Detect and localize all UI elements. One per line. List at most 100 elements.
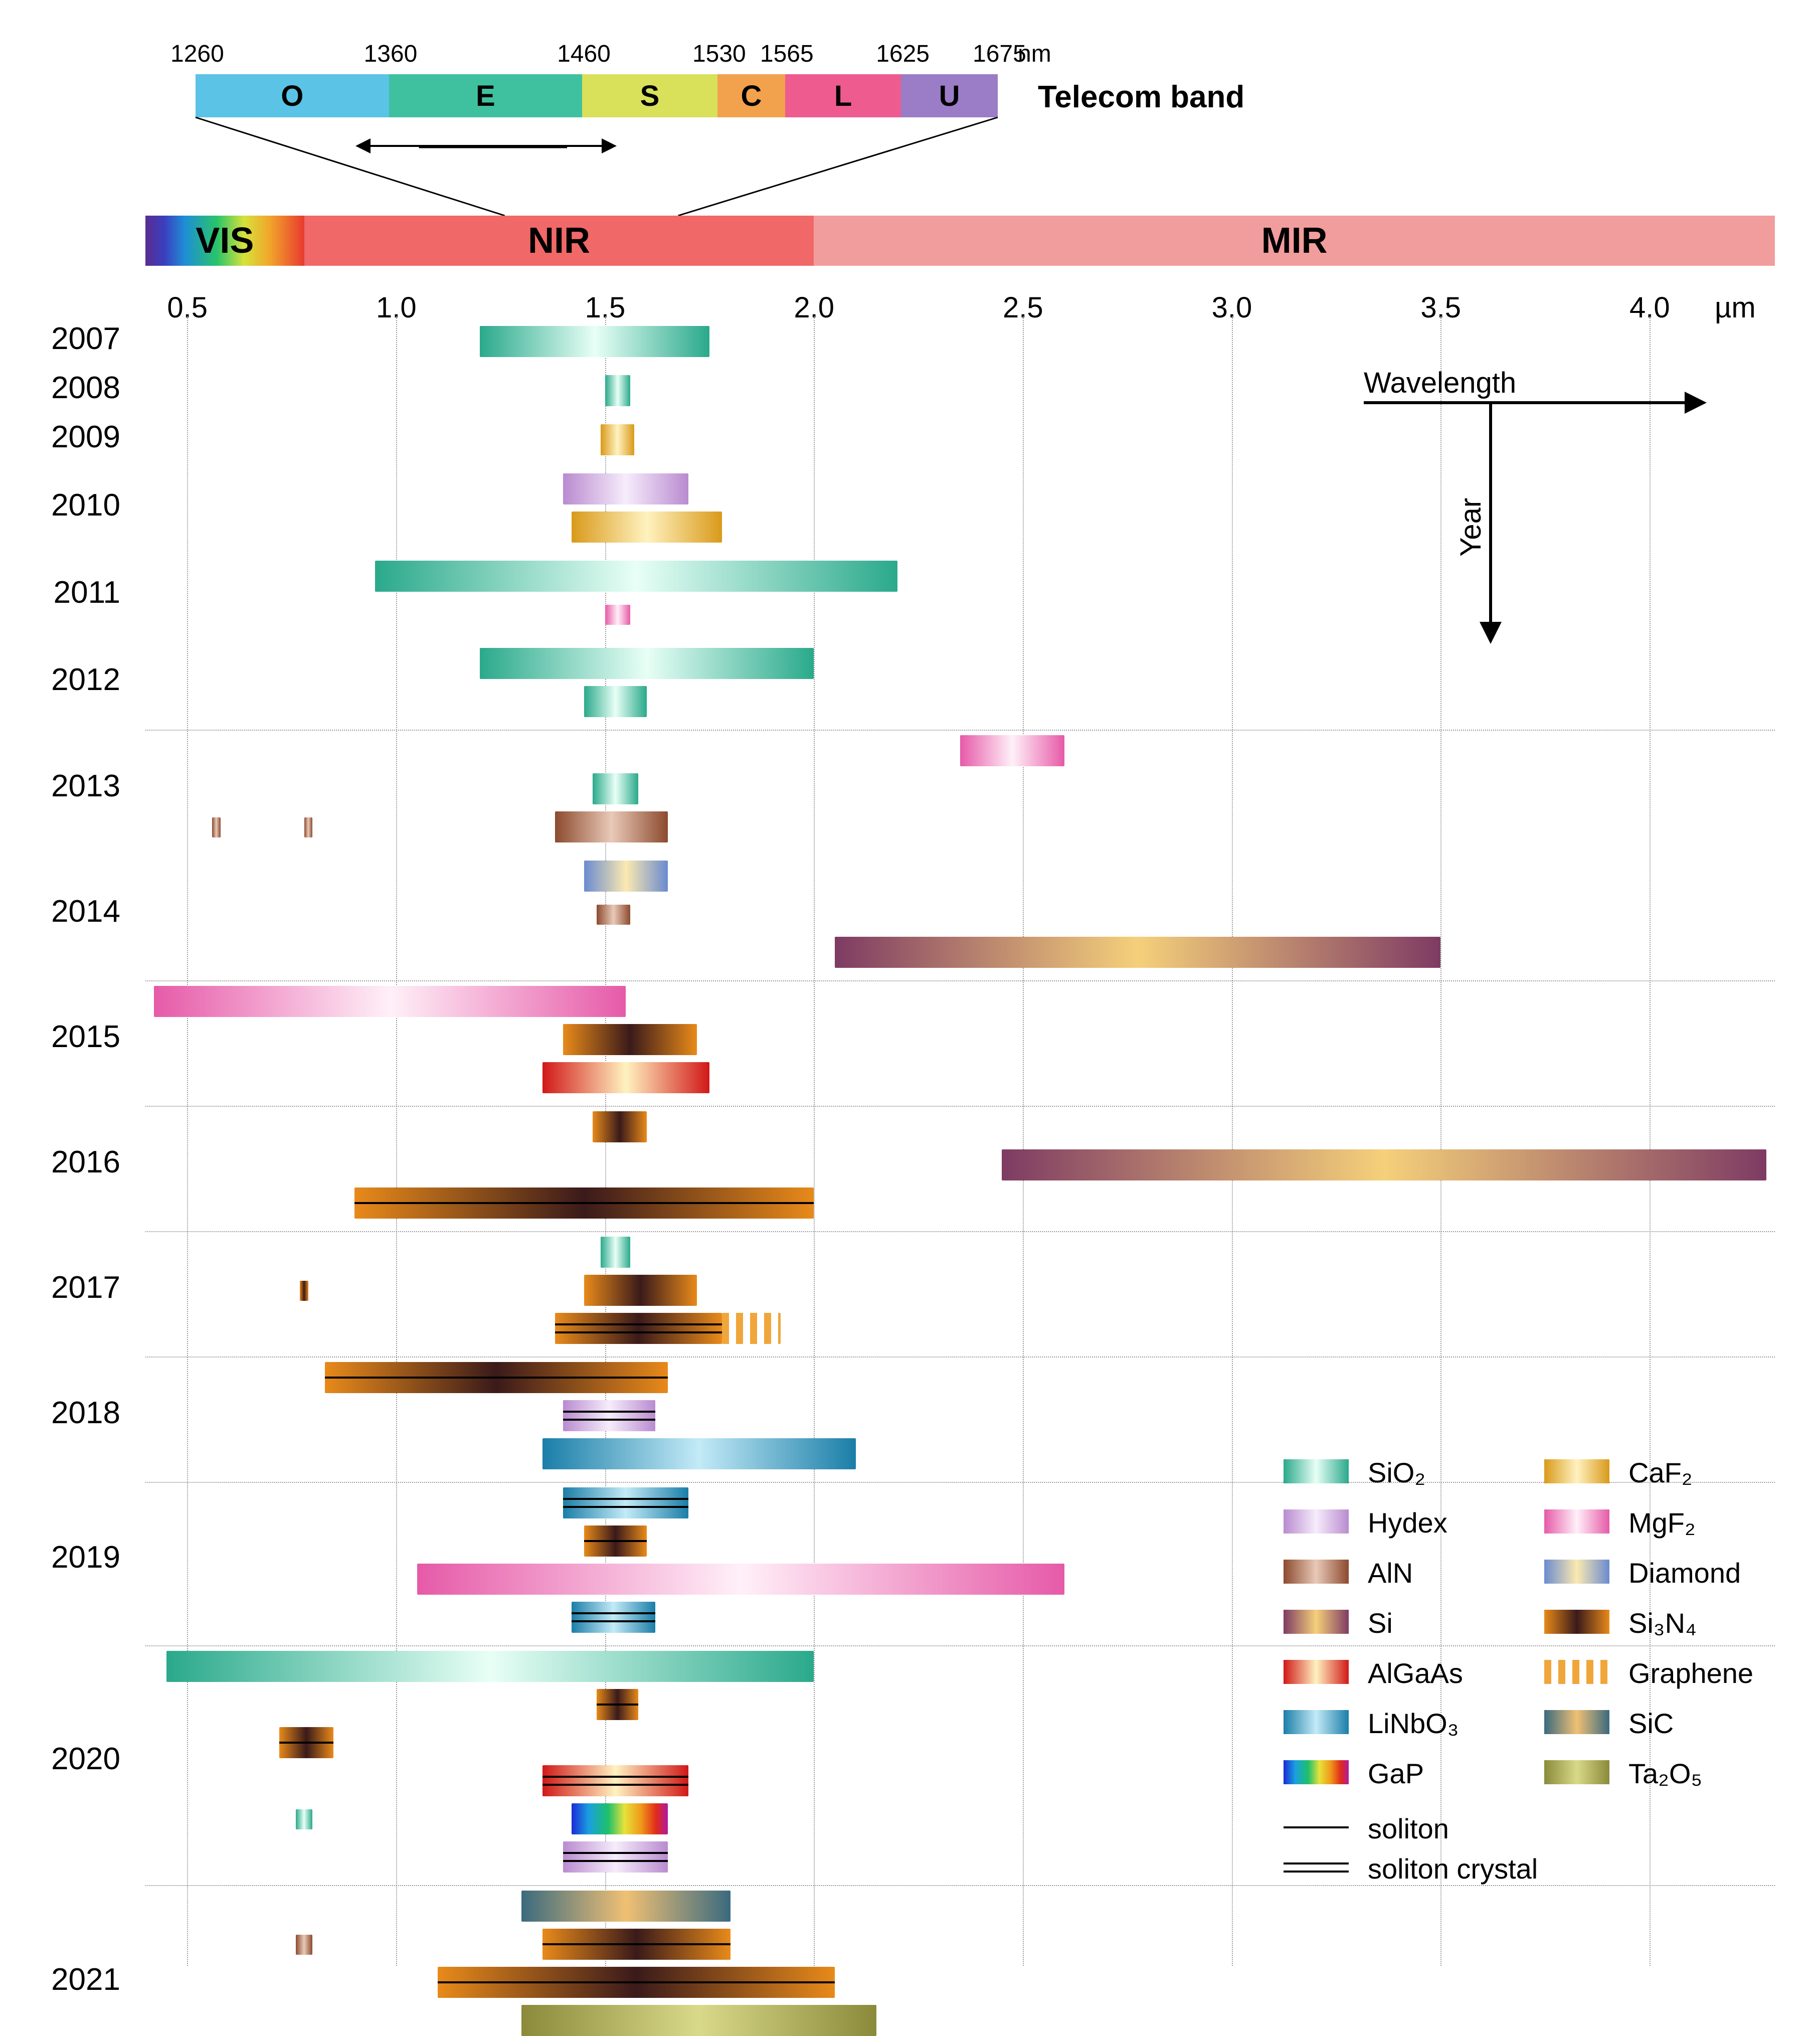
telecom-tick: 1460 [557,40,611,68]
data-bar [154,986,626,1017]
legend-swatch [1284,1760,1349,1784]
data-bar [572,1602,655,1633]
tele-span-arrow-r [602,138,617,153]
soliton-line [542,1776,689,1778]
year-label: 2021 [20,1962,120,1997]
data-bar [480,326,709,357]
soliton-line [542,1943,731,1945]
legend-crystal-label: soliton crystal [1368,1852,1538,1885]
legend-swatch [1544,1459,1609,1483]
legend-swatch [1284,1660,1349,1684]
legend-label: Ta₂O₅ [1628,1757,1702,1790]
data-bar [563,1400,655,1431]
legend-label: AlGaAs [1368,1657,1463,1689]
soliton-line [542,1784,689,1786]
data-bar [555,1313,722,1344]
soliton-line [563,1498,688,1500]
year-label: 2007 [20,321,120,357]
soliton-line [572,1612,655,1614]
spectrum-seg-MIR: MIR [814,216,1775,266]
legend-swatch [1544,1710,1609,1734]
legend-swatch [1284,1509,1349,1534]
telecom-tick: 1530 [692,40,746,68]
legend-label: SiC [1628,1707,1674,1740]
grid-v [1232,316,1233,1966]
year-label: 2019 [20,1540,120,1575]
legend-crystal-line2 [1284,1871,1349,1873]
telecom-tick: 1625 [876,40,930,68]
data-bar [296,1809,312,1829]
year-label: 2009 [20,419,120,455]
grid-h [145,730,1775,731]
legend-crystal-line1 [1284,1862,1349,1864]
tele-span-arrow-l [355,138,371,153]
legend-swatch [1284,1710,1349,1734]
grid-h [145,1482,1775,1483]
year-label: 2020 [20,1741,120,1777]
data-bar [584,861,668,892]
data-bar [212,817,221,837]
data-bar [375,561,897,592]
grid-h [145,1356,1775,1358]
year-label: 2016 [20,1144,120,1180]
data-bar [601,1237,630,1268]
arrow-yr [1489,431,1492,622]
data-bar [593,1111,647,1142]
grid-v [1023,316,1024,1966]
data-bar [542,1062,709,1093]
grid-h [145,980,1775,981]
soliton-line [563,1411,655,1413]
soliton-line [563,1852,667,1854]
data-bar [722,1313,781,1344]
telecom-seg-O: O [196,74,389,117]
arrow-yr-label: Year [1454,498,1488,557]
data-bar [417,1564,1065,1595]
data-bar [166,1651,814,1682]
legend-swatch [1284,1610,1349,1634]
data-bar [304,817,313,837]
data-bar [593,773,639,804]
data-bar [480,648,814,679]
soliton-line [555,1331,722,1333]
telecom-seg-L: L [785,74,901,117]
legend-label: CaF₂ [1628,1456,1693,1489]
year-label: 2012 [20,662,120,698]
data-bar [960,735,1064,766]
legend-soliton-label: soliton [1368,1812,1449,1845]
data-bar [1002,1149,1766,1180]
year-label: 2018 [20,1395,120,1431]
legend-label: LiNbO₃ [1368,1707,1459,1740]
data-bar [601,424,634,455]
data-bar [563,1841,667,1873]
soliton-line [597,1704,638,1706]
arrow-yr-head [1480,622,1502,644]
data-bar [597,905,630,925]
arrow-wl-label: Wavelength [1364,366,1516,400]
data-bar [542,1438,856,1469]
soliton-line [555,1323,722,1325]
legend-swatch [1544,1660,1609,1684]
data-bar [563,473,688,504]
legend-swatch [1544,1760,1609,1784]
soliton-line [563,1419,655,1421]
telecom-tick: 1565 [760,40,814,68]
year-label: 2014 [20,894,120,929]
telecom-seg-U: U [901,74,998,117]
legend-label: Diamond [1628,1557,1741,1589]
data-bar [572,1803,668,1834]
figure-root: 1260136014601530156516251675nmOESCLUTele… [0,0,1820,1981]
telecom-seg-C: C [717,74,785,117]
legend-swatch [1544,1610,1609,1634]
soliton-line [325,1377,667,1379]
spectrum-seg-NIR: NIR [304,216,814,266]
data-bar [584,686,647,717]
legend-label: Hydex [1368,1506,1447,1539]
data-bar [605,605,630,625]
grid-h [145,1645,1775,1646]
grid-h [145,1106,1775,1107]
telecom-label: Telecom band [1038,79,1244,115]
spectrum-seg-VIS: VIS [145,216,304,266]
soliton-line [572,1620,655,1622]
data-bar [605,375,630,406]
soliton-line [563,1506,688,1508]
